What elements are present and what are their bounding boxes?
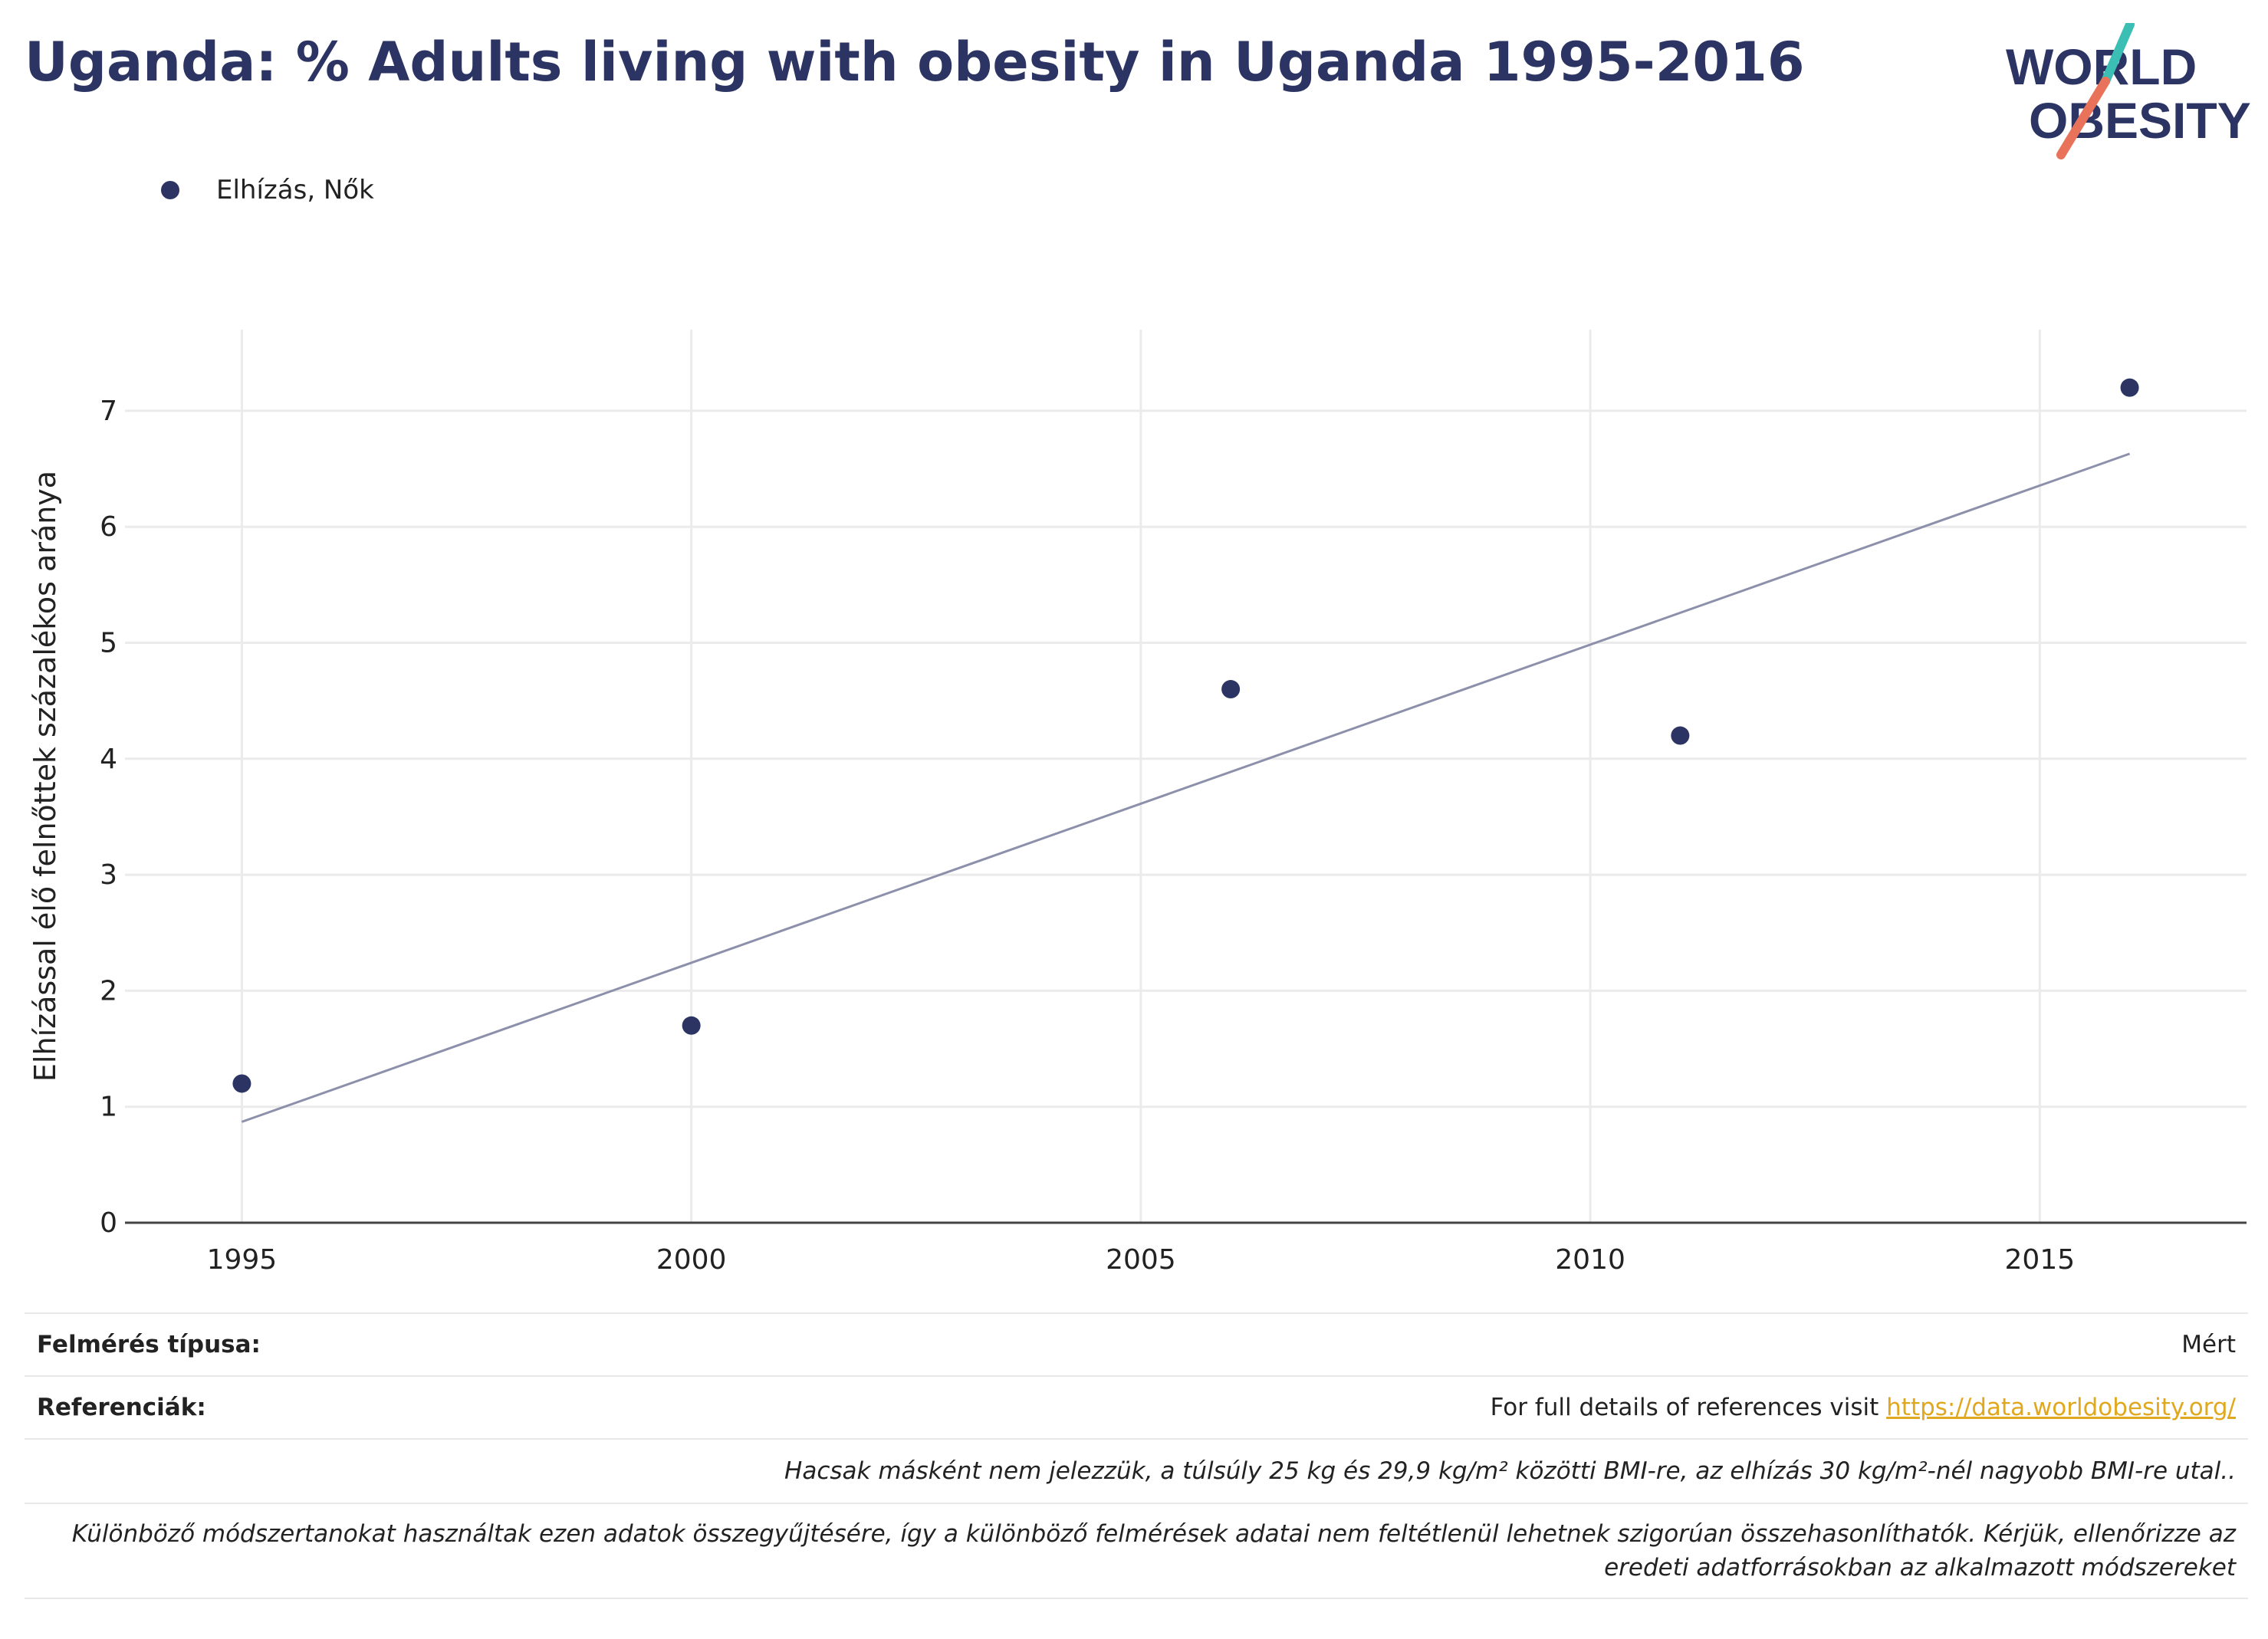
chart-footer: Felmérés típusa: Mért Referenciák: For f…	[25, 1312, 2248, 1599]
x-tick-label: 2015	[2005, 1244, 2076, 1276]
data-point	[1221, 680, 1241, 699]
x-tick-label: 2010	[1555, 1244, 1625, 1276]
footer-row-references: Referenciák: For full details of referen…	[25, 1375, 2248, 1438]
y-tick-label: 7	[100, 396, 117, 427]
references-value: For full details of references visit htt…	[1491, 1394, 2236, 1421]
data-point	[232, 1074, 251, 1093]
y-axis-label: Elhízással élő felnőttek százalékos arán…	[28, 471, 62, 1082]
references-text: For full details of references visit	[1490, 1394, 1887, 1421]
logo-slash-teal	[2101, 23, 2135, 86]
footer-row-methodology-note: Különböző módszertanokat használtak ezen…	[25, 1503, 2248, 1599]
page-title: Uganda: % Adults living with obesity in …	[25, 31, 1805, 94]
world-obesity-logo: WORLD OBESITY	[2006, 23, 2251, 159]
trend-line	[241, 452, 2131, 1123]
x-tick-label: 1995	[207, 1244, 278, 1276]
footer-row-survey-type: Felmérés típusa: Mért	[25, 1312, 2248, 1375]
methodology-note: Különböző módszertanokat használtak ezen…	[72, 1517, 2236, 1585]
y-tick-label: 1	[100, 1092, 117, 1123]
footer-row-definition-note: Hacsak másként nem jelezzük, a túlsúly 2…	[25, 1438, 2248, 1503]
legend-marker	[161, 181, 179, 199]
definition-note: Hacsak másként nem jelezzük, a túlsúly 2…	[784, 1457, 2236, 1485]
legend-label: Elhízás, Nők	[216, 175, 374, 205]
logo-slash-coral	[2056, 77, 2110, 159]
y-tick-label: 0	[100, 1207, 117, 1239]
y-tick-label: 2	[100, 975, 117, 1007]
survey-type-value: Mért	[2181, 1331, 2236, 1358]
y-tick-label: 3	[100, 859, 117, 891]
methodology-note-line2: eredeti adatforrásokban az alkalmazott m…	[1604, 1554, 2236, 1582]
x-tick-label: 2005	[1106, 1244, 1176, 1276]
y-tick-label: 4	[100, 744, 117, 775]
data-point	[1671, 726, 1690, 745]
data-point	[682, 1016, 701, 1035]
references-label: Referenciák:	[37, 1394, 206, 1421]
survey-type-label: Felmérés típusa:	[37, 1331, 261, 1358]
chart-legend[interactable]: Elhízás, Nők	[161, 175, 374, 205]
methodology-note-line1: Különböző módszertanokat használtak ezen…	[71, 1520, 2236, 1548]
x-tick-label: 2000	[656, 1244, 727, 1276]
chart-plot: 1995 2000 2005 2010 2015 0 1 2 3 4 5 6 7 Elhízással é…	[28, 330, 2247, 1276]
references-link[interactable]: https://data.worldobesity.org/	[1886, 1394, 2236, 1421]
data-point	[2120, 378, 2139, 397]
y-tick-label: 6	[100, 511, 117, 543]
y-tick-label: 5	[100, 628, 117, 659]
